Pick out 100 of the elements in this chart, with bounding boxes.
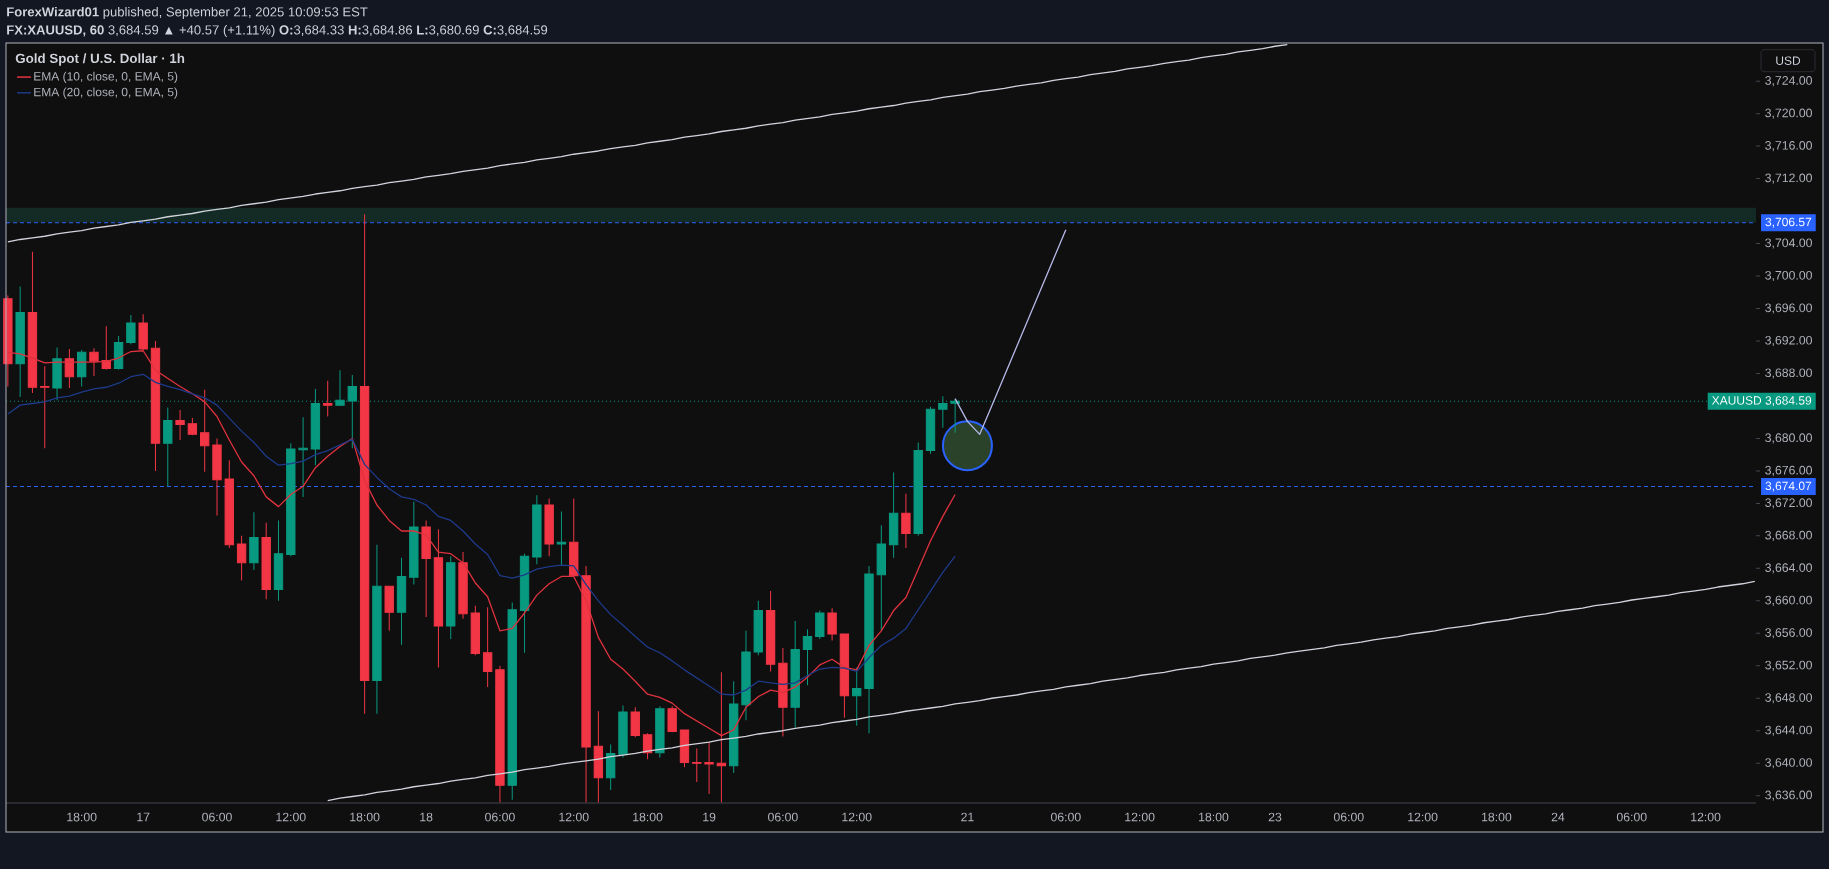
candlestick	[396, 557, 407, 646]
y-tick-label: 3,668.00	[1765, 530, 1812, 541]
candlestick	[790, 620, 800, 728]
candlestick	[753, 600, 763, 656]
candlestick	[446, 555, 456, 640]
candlestick	[864, 565, 874, 734]
candlestick	[716, 671, 727, 803]
candlestick	[236, 535, 247, 582]
x-tick-label: 06:00	[1050, 812, 1081, 822]
x-tick-label: 18	[420, 812, 433, 822]
x-tick-label: 19	[703, 812, 716, 822]
y-tick-label: 3,660.00	[1765, 595, 1812, 606]
candlestick	[224, 459, 234, 549]
x-tick-label: 06:00	[1616, 812, 1647, 822]
candlestick	[925, 406, 936, 455]
y-tick-label: 3,712.00	[1765, 173, 1812, 184]
candlestick	[827, 607, 837, 642]
text: Gold Spot / U.S. Dollar · 1h	[15, 53, 185, 66]
candlestick	[778, 647, 788, 737]
candlestick	[482, 606, 493, 688]
x-tick-label: 12:00	[559, 812, 589, 822]
legend-label: EMA (20, close, 0, EMA, 5)	[34, 87, 178, 99]
candlestick	[163, 407, 173, 487]
candlestick	[27, 251, 38, 394]
candlestick	[556, 511, 567, 566]
candlestick	[630, 706, 640, 738]
candlestick	[532, 494, 542, 565]
x-tick-label: 12:00	[276, 812, 306, 822]
candlestick	[126, 314, 136, 345]
candlestick	[901, 493, 911, 549]
candlestick	[175, 409, 185, 441]
candlestick	[581, 565, 591, 803]
candlestick	[323, 380, 333, 417]
candlestick	[347, 374, 357, 449]
y-tick-label: 3,640.00	[1765, 758, 1812, 769]
x-tick-label: 18:00	[1482, 812, 1512, 822]
y-axis-title: USD	[1776, 56, 1801, 65]
candlestick	[286, 442, 296, 557]
x-tick-label: 17	[137, 812, 150, 822]
y-tick-label: 3,720.00	[1765, 108, 1812, 119]
y-tick-label: 3,692.00	[1765, 335, 1812, 347]
y-tick-label: 3,636.00	[1765, 790, 1812, 801]
candlestick	[495, 665, 505, 803]
candlestick	[679, 729, 690, 768]
candlestick	[913, 441, 923, 537]
candlestick	[409, 501, 419, 586]
text: ForexWizard01 published, September 21, 2025 10:09:53 EST	[7, 6, 368, 20]
y-tick-label: 3,648.00	[1765, 693, 1812, 704]
x-tick-label: 12:00	[1125, 812, 1155, 822]
candlestick	[15, 286, 25, 398]
candlestick	[729, 680, 739, 774]
candlestick	[261, 522, 271, 600]
candlestick	[593, 710, 604, 803]
x-tick-label: 23	[1268, 812, 1282, 822]
candlestick	[113, 335, 124, 370]
candlestick	[359, 213, 370, 715]
y-tick-label: 3,676.00	[1765, 465, 1812, 476]
y-tick-label: 3,664.00	[1765, 563, 1812, 574]
x-tick-label: 18:00	[633, 812, 663, 822]
y-tick-label: 3,680.00	[1765, 433, 1812, 444]
candlestick	[815, 610, 825, 640]
y-tick-label: 3,644.00	[1765, 725, 1812, 736]
candlestick	[765, 590, 776, 672]
text: FX:XAUUSD, 60 3,684.59 ▲ +40.57 (+1.11%) O:3,684.33 H:3,684.86 L:3,680.69 C:3,684.59	[7, 24, 548, 38]
y-tick-label: 3,656.00	[1765, 628, 1812, 639]
candlestick	[692, 748, 702, 783]
ref-line-label: 3,706.57	[1765, 217, 1812, 228]
candlestick	[704, 741, 714, 795]
y-tick-label: 3,688.00	[1765, 368, 1812, 379]
y-tick-label: 3,724.00	[1765, 76, 1812, 87]
candlestick	[519, 553, 530, 654]
y-tick-label: 3,716.00	[1765, 141, 1812, 152]
x-tick-label: 12:00	[1408, 812, 1438, 822]
candlestick	[335, 369, 345, 407]
candlestick	[876, 524, 886, 632]
candlestick	[470, 605, 481, 656]
x-tick-label: 06:00	[202, 812, 232, 822]
x-tick-label: 18:00	[350, 812, 380, 822]
legend-label: EMA (10, close, 0, EMA, 5)	[34, 71, 178, 83]
candlestick	[839, 633, 850, 719]
candlestick	[802, 628, 813, 686]
x-tick-label: 06:00	[1333, 812, 1364, 822]
candlestick	[655, 705, 665, 759]
y-tick-label: 3,672.00	[1765, 498, 1812, 509]
candlestick	[642, 732, 653, 760]
candlestick	[569, 498, 579, 577]
x-tick-label: 21	[961, 812, 974, 822]
x-tick-label: 12:00	[1691, 812, 1721, 822]
x-tick-label: 06:00	[768, 812, 798, 822]
candlestick	[618, 705, 628, 759]
x-tick-label: 06:00	[485, 812, 515, 822]
candlestick	[249, 511, 259, 571]
y-tick-label: 3,704.00	[1765, 238, 1812, 249]
x-tick-label: 12:00	[842, 812, 872, 822]
candlestick	[667, 705, 677, 733]
candlestick	[187, 417, 198, 436]
candlestick	[605, 744, 616, 791]
candlestick	[458, 551, 468, 620]
candlestick	[40, 365, 50, 449]
x-tick-label: 18:00	[1199, 812, 1229, 822]
